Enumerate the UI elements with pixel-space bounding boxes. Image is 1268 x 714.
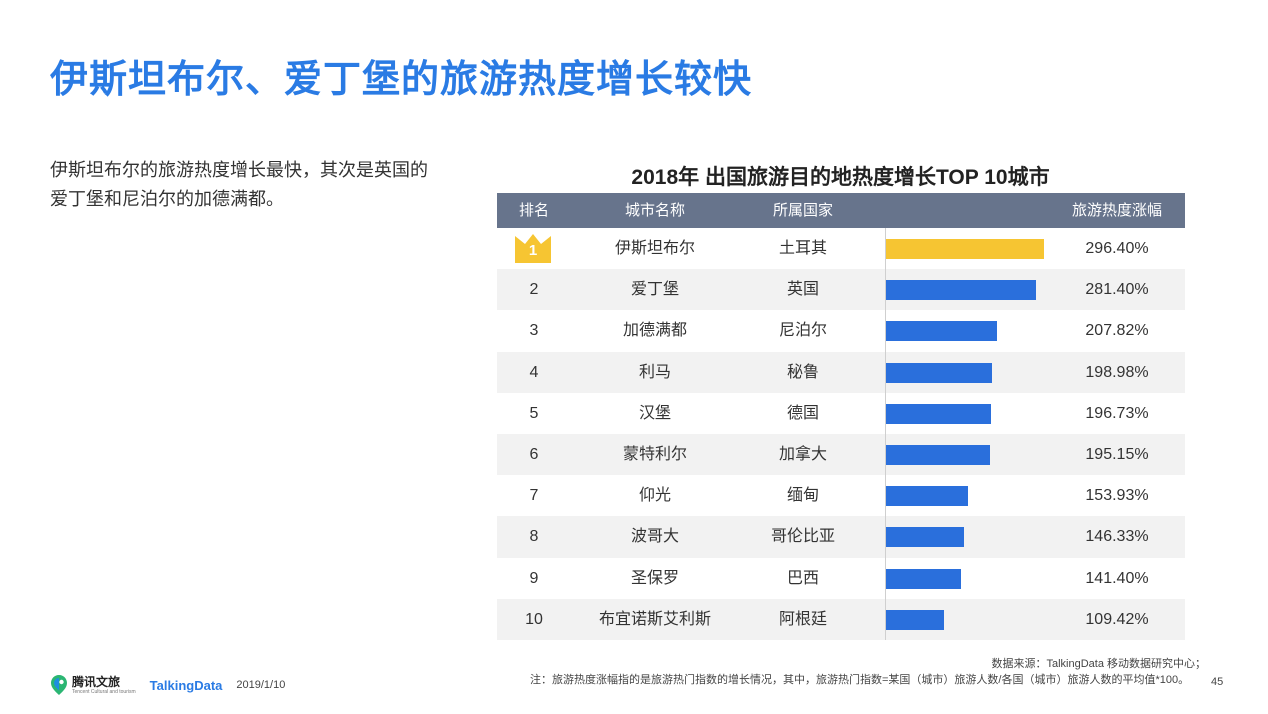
growth-value-label: 195.15% [1085,445,1149,463]
header-growth: 旅游热度涨幅 [1071,202,1162,219]
country-cell: 加拿大 [778,445,827,463]
growth-bar [886,321,997,342]
country-cell: 缅甸 [786,487,819,505]
bar-axis-line [885,228,886,640]
city-cell: 蒙特利尔 [622,445,687,463]
ranking-table: 排名 城市名称 所属国家 旅游热度涨幅 1 伊斯坦布尔 土耳其 296.40% 2 爱丁堡… [497,193,1185,640]
rank-cell: 7 [529,487,539,505]
growth-value-label: 281.40% [1085,281,1149,299]
country-cell: 阿根廷 [778,610,827,628]
growth-bar [886,609,945,630]
city-cell: 爱丁堡 [630,281,679,299]
growth-bar [886,486,969,507]
growth-value-label: 146.33% [1085,528,1149,546]
city-cell: 圣保罗 [630,569,679,587]
growth-bar [886,403,991,424]
growth-bar [886,280,1036,301]
footnote: 注：旅游热度涨幅指的是旅游热门指数的增长情况，其中，旅游热门指数=某国（城市）旅… [530,674,1190,686]
table-row: 6 蒙特利尔 加拿大 195.15% [497,433,1185,476]
report-date: 2019/1/10 [236,679,286,691]
data-source: 数据来源：TalkingData 移动数据研究中心； [991,658,1206,670]
growth-value-label: 153.93% [1085,487,1149,505]
growth-bar [886,527,964,548]
header-city: 城市名称 [624,202,685,219]
growth-value-label: 196.73% [1085,404,1149,422]
summary-text: 伊斯坦布尔的旅游热度增长最快，其次是英国的爱丁堡和尼泊尔的加德满都。 [50,160,428,209]
country-cell: 哥伦比亚 [770,528,835,546]
header-rank: 排名 [518,202,549,219]
growth-value-label: 141.40% [1085,569,1149,587]
page-number: 45 [1211,676,1224,688]
table-row: 8 波哥大 哥伦比亚 146.33% [497,516,1185,558]
table-row: 4 利马 秘鲁 198.98% [497,351,1185,393]
growth-bar [886,568,962,589]
tencent-logo-subtitle: Tencent Cultural and tourism [72,688,136,695]
country-cell: 尼泊尔 [778,322,827,340]
growth-value-label: 109.42% [1085,610,1149,628]
city-cell: 利马 [638,363,671,381]
country-cell: 秘鲁 [786,363,819,381]
chart-title: 2018年 出国旅游目的地热度增长TOP 10城市 [631,166,1050,189]
rank-cell: 6 [529,445,539,463]
country-cell: 巴西 [786,569,819,587]
crown-icon [515,234,551,263]
city-cell: 仰光 [638,487,671,505]
city-cell: 汉堡 [638,404,671,422]
table-row: 3 加德满都 尼泊尔 207.82% [497,310,1185,351]
page-title: 伊斯坦布尔、爱丁堡的旅游热度增长较快 [50,59,753,101]
table-row: 10 布宜诺斯艾利斯 阿根廷 109.42% [497,598,1185,640]
country-cell: 德国 [786,404,819,422]
rank-cell: 2 [529,281,539,299]
rank-cell: 10 [525,610,543,628]
tencent-logo-title: 腾讯文旅 [72,674,121,689]
growth-bar [886,239,1044,259]
header-country: 所属国家 [772,202,833,219]
city-cell: 加德满都 [622,322,687,340]
table-row: 9 圣保罗 巴西 141.40% [497,558,1185,599]
table-header: 排名 城市名称 所属国家 旅游热度涨幅 [497,193,1185,228]
talkingdata-logo: TalkingData [149,677,223,693]
growth-bar [886,362,993,383]
table-row: 7 仰光 缅甸 153.93% [497,475,1185,516]
rank-cell: 4 [529,363,539,381]
table-row: 1 伊斯坦布尔 土耳其 296.40% [497,228,1185,269]
city-cell: 布宜诺斯艾利斯 [598,610,711,628]
country-cell: 英国 [786,281,819,299]
city-cell: 伊斯坦布尔 [614,240,695,257]
rank-cell: 5 [529,404,539,422]
tencent-tourism-logo-text: 腾讯文旅 Tencent Cultural and tourism [72,674,136,695]
table-body: 1 伊斯坦布尔 土耳其 296.40% 2 爱丁堡 英国 281.40% 3 加德满都 尼泊尔 207… [497,228,1185,640]
rank-cell: 9 [529,569,539,587]
footer-brand: 腾讯文旅 Tencent Cultural and tourism Talkin… [50,672,285,698]
growth-value-label: 296.40% [1085,240,1149,257]
table-row: 5 汉堡 德国 196.73% [497,393,1185,434]
rank-cell: 8 [529,528,539,546]
country-cell: 土耳其 [778,240,827,257]
city-cell: 波哥大 [630,528,679,546]
table-row: 2 爱丁堡 英国 281.40% [497,269,1185,311]
growth-value-label: 198.98% [1085,363,1149,381]
growth-bar [886,444,991,465]
rank-cell: 3 [529,322,539,340]
growth-value-label: 207.82% [1085,322,1149,340]
rank-cell: 1 [528,242,538,259]
tencent-tourism-logo-icon [51,675,67,695]
